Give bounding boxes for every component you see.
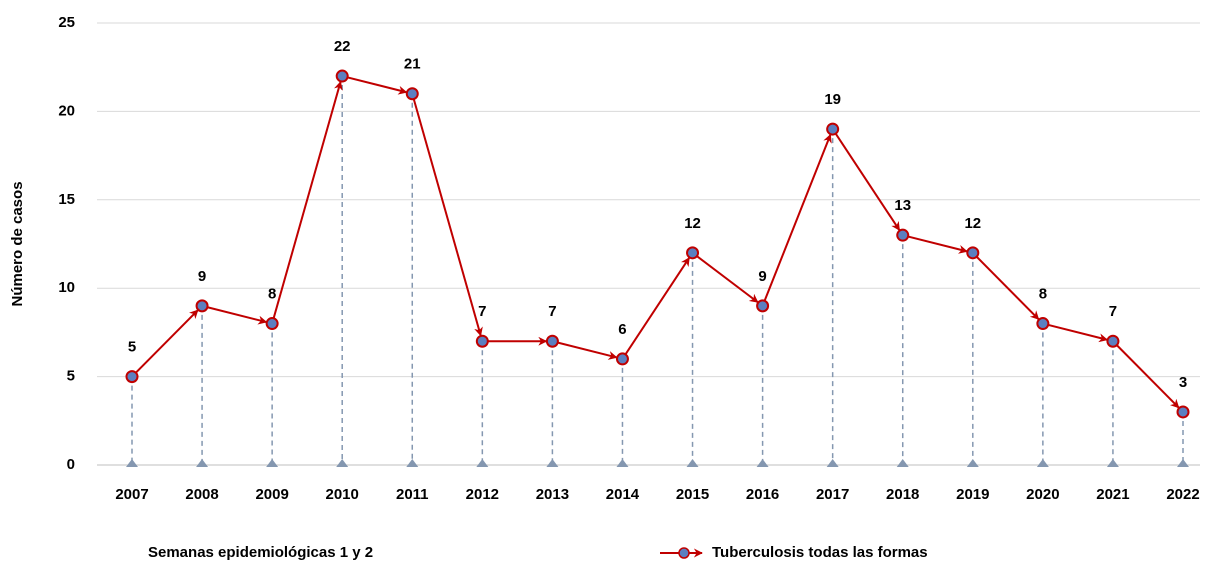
base-marker bbox=[826, 459, 839, 467]
base-marker bbox=[336, 459, 349, 467]
data-label: 13 bbox=[894, 197, 911, 214]
line-segment bbox=[1042, 322, 1108, 343]
x-tick-label: 2022 bbox=[1166, 486, 1199, 503]
data-label: 12 bbox=[964, 215, 981, 232]
base-marker bbox=[616, 459, 629, 467]
data-point bbox=[265, 317, 279, 331]
x-tick-label: 2013 bbox=[536, 486, 569, 503]
line-segment bbox=[831, 128, 901, 231]
data-label: 6 bbox=[618, 321, 626, 338]
x-tick-label: 2011 bbox=[396, 486, 429, 503]
data-point bbox=[125, 370, 139, 384]
data-label: 7 bbox=[478, 303, 486, 320]
data-label: 21 bbox=[404, 56, 421, 73]
base-marker bbox=[896, 459, 909, 467]
y-tick-label: 5 bbox=[67, 368, 75, 385]
base-marker bbox=[266, 459, 279, 467]
x-tick-label: 2007 bbox=[115, 486, 148, 503]
data-label: 8 bbox=[268, 286, 276, 303]
data-point bbox=[756, 299, 770, 313]
data-label: 19 bbox=[824, 91, 841, 108]
x-tick-label: 2008 bbox=[185, 486, 218, 503]
x-tick-label: 2014 bbox=[606, 486, 640, 503]
data-point bbox=[1036, 317, 1050, 331]
data-point bbox=[686, 246, 700, 260]
line-segment bbox=[201, 304, 268, 325]
data-label: 5 bbox=[128, 339, 136, 356]
series-line bbox=[132, 76, 1183, 412]
y-axis-title: Número de casos bbox=[9, 181, 26, 306]
x-tick-label: 2010 bbox=[326, 486, 359, 503]
line-segment bbox=[131, 309, 199, 378]
y-tick-label: 10 bbox=[58, 279, 75, 296]
data-point bbox=[826, 122, 840, 136]
data-label: 9 bbox=[758, 268, 766, 285]
x-tick-label: 2021 bbox=[1096, 486, 1129, 503]
x-tick-label: 2018 bbox=[886, 486, 919, 503]
base-marker bbox=[126, 459, 138, 467]
base-marker bbox=[966, 459, 979, 467]
data-point bbox=[195, 299, 209, 313]
x-tick-label: 2015 bbox=[676, 486, 709, 503]
line-segment bbox=[691, 252, 759, 304]
base-marker bbox=[756, 459, 769, 467]
data-label: 12 bbox=[684, 215, 701, 232]
base-marker bbox=[476, 459, 489, 467]
data-point bbox=[966, 246, 980, 260]
data-label: 7 bbox=[548, 303, 556, 320]
data-point bbox=[335, 69, 349, 83]
line-segment bbox=[552, 340, 618, 360]
line-segment bbox=[411, 93, 483, 337]
legend-marker bbox=[678, 547, 690, 559]
data-label: 9 bbox=[198, 268, 206, 285]
base-marker bbox=[1036, 459, 1049, 467]
y-tick-label: 0 bbox=[67, 456, 75, 473]
x-axis-title: Semanas epidemiológicas 1 y 2 bbox=[148, 544, 373, 561]
base-marker bbox=[546, 459, 559, 467]
base-marker bbox=[1177, 459, 1189, 467]
line-segment bbox=[271, 80, 343, 324]
data-label: 22 bbox=[334, 38, 351, 55]
line-segment bbox=[972, 252, 1040, 321]
base-marker bbox=[196, 459, 209, 467]
data-point bbox=[1176, 405, 1190, 419]
data-point bbox=[615, 352, 629, 366]
data-label: 7 bbox=[1109, 303, 1117, 320]
data-label: 3 bbox=[1179, 374, 1187, 391]
line-segment bbox=[1112, 340, 1180, 409]
x-tick-label: 2017 bbox=[816, 486, 849, 503]
legend-label: Tuberculosis todas las formas bbox=[712, 544, 928, 561]
x-tick-label: 2012 bbox=[466, 486, 499, 503]
y-tick-label: 15 bbox=[58, 191, 75, 208]
data-point bbox=[896, 228, 910, 242]
line-segment bbox=[761, 133, 832, 307]
line-segment bbox=[621, 257, 691, 360]
line-segment bbox=[341, 75, 408, 95]
x-tick-label: 2009 bbox=[255, 486, 288, 503]
data-point bbox=[405, 87, 419, 101]
x-tick-label: 2020 bbox=[1026, 486, 1059, 503]
data-point bbox=[545, 334, 559, 348]
data-point bbox=[475, 334, 489, 348]
data-point bbox=[1106, 334, 1120, 348]
base-marker bbox=[686, 459, 699, 467]
y-tick-label: 20 bbox=[58, 102, 75, 119]
x-tick-label: 2016 bbox=[746, 486, 779, 503]
line-segment bbox=[902, 234, 968, 254]
data-label: 8 bbox=[1039, 286, 1047, 303]
x-tick-label: 2019 bbox=[956, 486, 989, 503]
base-marker bbox=[406, 459, 419, 467]
y-tick-label: 25 bbox=[58, 14, 75, 31]
base-marker bbox=[1106, 459, 1119, 467]
